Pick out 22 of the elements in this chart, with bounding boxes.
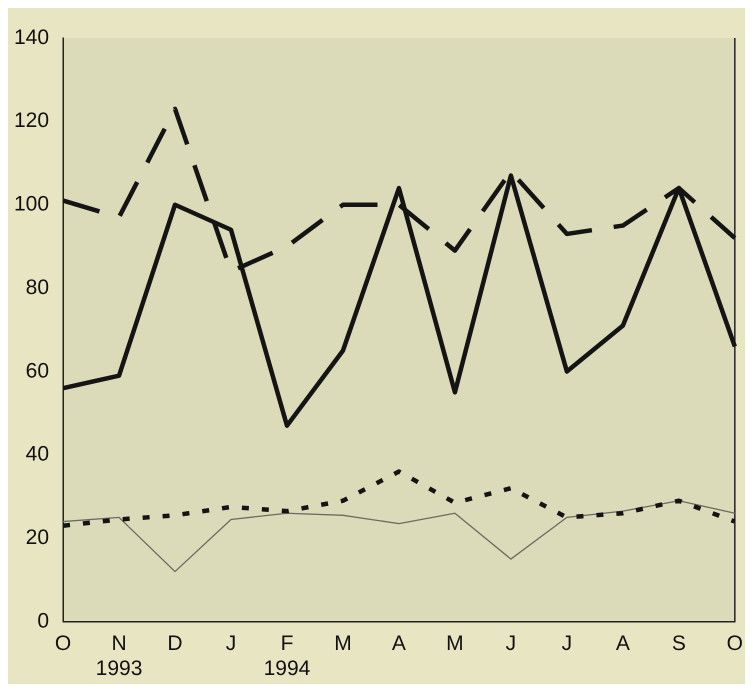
line-series (60, 469, 738, 528)
y-tick-label: 60 (26, 359, 50, 382)
y-tick-label: 0 (37, 609, 50, 632)
y-tick-label: 40 (26, 442, 50, 466)
x-tick-label: S (672, 632, 686, 655)
x-tick-label: J (506, 632, 516, 655)
y-tick-label: 120 (14, 109, 50, 132)
y-tick-label: 100 (14, 192, 50, 216)
y-tick-label: 140 (14, 26, 50, 49)
y-tick-label: 20 (26, 526, 50, 550)
x-tick-label: M (446, 632, 464, 655)
x-tick-label: A (392, 632, 406, 655)
x-tick-label: D (167, 632, 183, 655)
x-tick-label: A (616, 632, 630, 655)
y-tick-label: 80 (26, 276, 50, 299)
x-tick-label: O (54, 632, 72, 655)
x-tick-label: J (562, 632, 572, 655)
x-tick-label: O (726, 632, 744, 655)
x-tick-label: M (334, 632, 352, 655)
x-tick-label: N 1993 (96, 632, 142, 680)
x-tick-label: F 1994 (264, 632, 311, 680)
x-tick-label: J (226, 632, 236, 655)
